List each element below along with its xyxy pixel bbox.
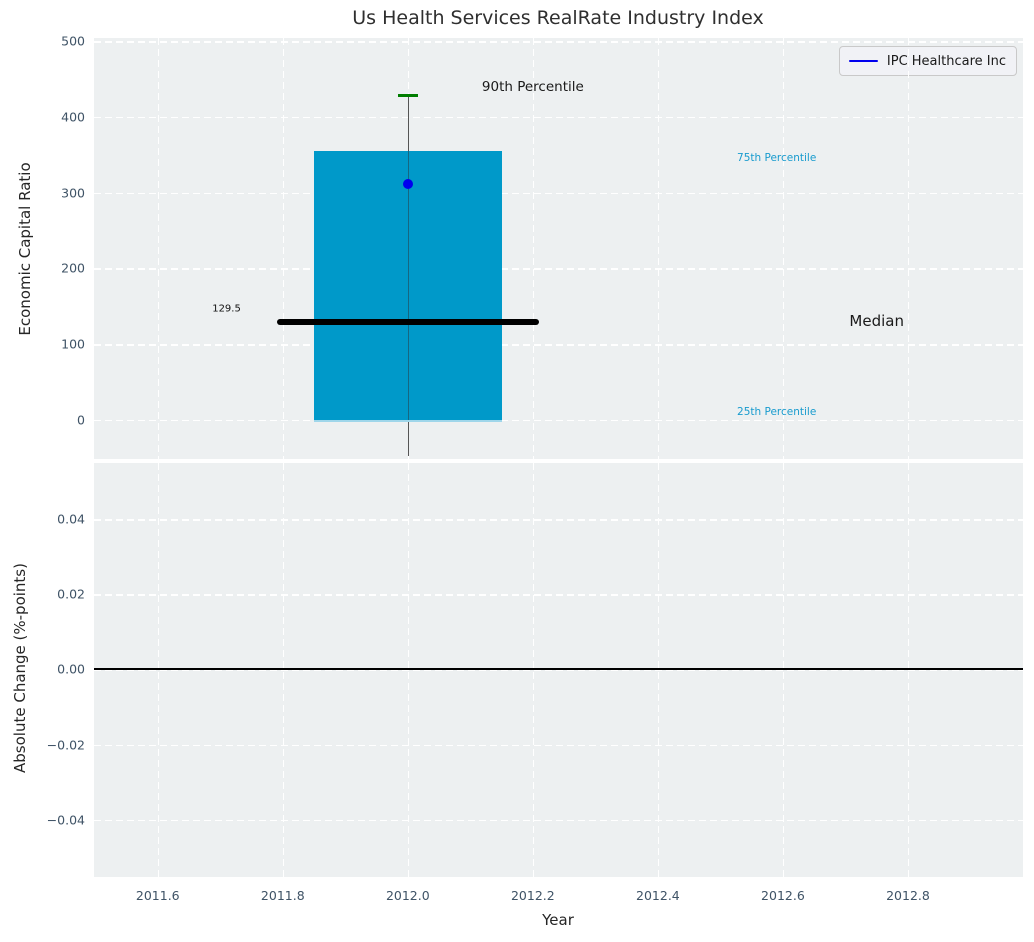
y-tick-label: 500 bbox=[61, 33, 85, 49]
gridline-horizontal bbox=[94, 344, 1023, 346]
annotation-25th-percentile: 25th Percentile bbox=[737, 406, 817, 419]
p90-cap bbox=[397, 93, 418, 98]
gridline-horizontal bbox=[94, 819, 1023, 822]
y-tick-label: −0.02 bbox=[46, 737, 85, 753]
y-tick-label: 0.00 bbox=[57, 661, 85, 677]
x-tick-label: 2012.4 bbox=[636, 888, 680, 903]
company-data-point bbox=[402, 178, 413, 189]
iqr-box bbox=[314, 150, 502, 422]
whisker-line-inner bbox=[407, 150, 410, 420]
chart-title: Us Health Services RealRate Industry Ind… bbox=[352, 7, 764, 29]
gridline-vertical bbox=[907, 38, 910, 459]
top-y-axis-label: Economic Capital Ratio bbox=[16, 162, 34, 336]
y-tick-label: 0 bbox=[77, 412, 85, 428]
legend-line-swatch bbox=[848, 59, 878, 63]
gridline-horizontal bbox=[94, 519, 1023, 521]
gridline-vertical bbox=[782, 38, 785, 459]
gridline-horizontal bbox=[94, 116, 1023, 119]
median-line bbox=[276, 318, 540, 325]
gridline-horizontal bbox=[94, 41, 1023, 43]
x-axis-label: Year bbox=[542, 911, 574, 929]
gridline-horizontal bbox=[94, 669, 1023, 671]
y-tick-label: 100 bbox=[61, 336, 85, 352]
gridline-horizontal bbox=[94, 192, 1023, 195]
y-tick-label: 0.02 bbox=[57, 586, 85, 602]
gridline-vertical bbox=[532, 38, 535, 459]
y-tick-label: −0.04 bbox=[46, 812, 85, 828]
x-tick-label: 2011.8 bbox=[260, 888, 305, 903]
top-axes: IPC Healthcare Inc 90th Percentile 75th P… bbox=[94, 38, 1023, 459]
x-tick-label: 2011.6 bbox=[135, 888, 180, 903]
annotation-90th-percentile: 90th Percentile bbox=[481, 78, 584, 95]
y-tick-label: 300 bbox=[61, 185, 85, 201]
gridline-horizontal bbox=[94, 744, 1023, 747]
annotation-median: Median bbox=[849, 312, 904, 331]
gridline-vertical bbox=[157, 38, 160, 459]
annotation-75th-percentile: 75th Percentile bbox=[737, 151, 817, 164]
x-tick-label: 2012.6 bbox=[761, 888, 805, 903]
y-tick-label: 200 bbox=[61, 260, 85, 276]
gridline-vertical bbox=[282, 38, 285, 459]
zero-change-line bbox=[94, 668, 1023, 671]
y-tick-label: 400 bbox=[61, 109, 85, 125]
gridline-horizontal bbox=[94, 594, 1023, 596]
bottom-axes bbox=[94, 463, 1023, 877]
x-tick-label: 2012.8 bbox=[886, 888, 930, 903]
bottom-y-axis-label: Absolute Change (%-points) bbox=[11, 563, 29, 773]
gridline-horizontal bbox=[94, 419, 1023, 422]
y-tick-label: 0.04 bbox=[57, 511, 85, 527]
legend: IPC Healthcare Inc bbox=[838, 46, 1017, 76]
gridline-horizontal bbox=[94, 268, 1023, 270]
annotation-129-5: 129.5 bbox=[212, 303, 241, 315]
x-tick-label: 2012.0 bbox=[385, 888, 430, 903]
gridline-vertical bbox=[657, 38, 660, 459]
x-tick-label: 2012.2 bbox=[510, 888, 555, 903]
legend-label: IPC Healthcare Inc bbox=[886, 53, 1006, 69]
